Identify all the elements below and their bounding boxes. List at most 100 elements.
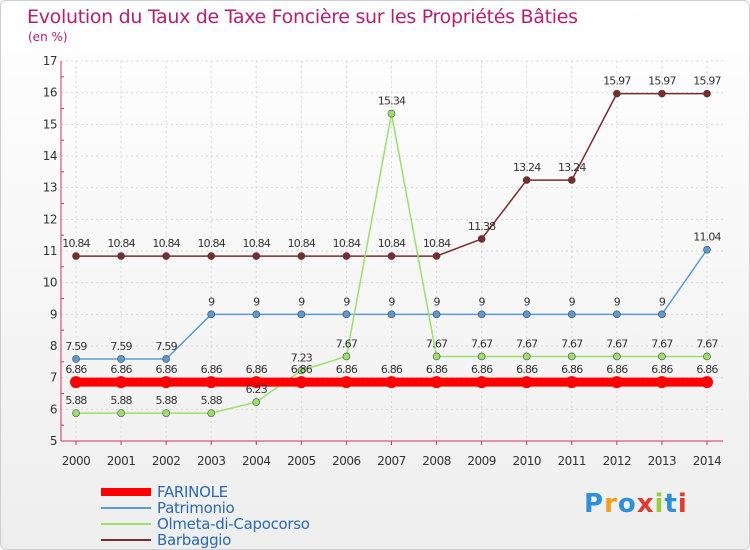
data-point [475, 376, 488, 389]
data-point [340, 376, 353, 389]
x-tick-label: 2002 [152, 454, 181, 468]
data-label: 5.88 [65, 394, 87, 407]
legend-item-farinole: FARINOLE [101, 483, 361, 501]
data-point [72, 409, 80, 417]
data-label: 9 [524, 295, 531, 308]
data-point [565, 376, 578, 389]
data-label: 7.59 [65, 340, 87, 353]
data-label: 9 [208, 295, 215, 308]
y-tick-label: 7 [50, 371, 57, 385]
data-label: 6.86 [65, 363, 87, 376]
data-label: 9 [479, 295, 486, 308]
data-label: 10.84 [197, 237, 225, 250]
legend-item-olmeta: Olmeta-di-Capocorso [101, 515, 361, 533]
data-label: 5.88 [201, 394, 223, 407]
y-tick-label: 15 [43, 117, 57, 131]
data-point [252, 252, 261, 260]
data-point [252, 310, 261, 319]
data-label: 6.86 [561, 363, 583, 376]
data-point [703, 245, 711, 254]
legend-label-patrimonio: Patrimonio [157, 499, 235, 517]
legend-label-barbaggio: Barbaggio [157, 531, 232, 549]
chart-title: Evolution du Taux de Taxe Foncière sur l… [27, 6, 578, 28]
data-point [387, 310, 396, 319]
data-label: 13.24 [513, 161, 541, 174]
data-point [613, 89, 621, 98]
data-label: 13.24 [558, 161, 586, 174]
data-label: 9 [614, 295, 621, 308]
data-label: 7.67 [336, 337, 358, 350]
legend-item-barbaggio: Barbaggio [101, 531, 361, 549]
data-point [252, 398, 261, 406]
data-point [72, 252, 80, 260]
x-tick-label: 2011 [558, 454, 587, 468]
data-label: 7.59 [110, 340, 132, 353]
y-axis-unit: (en %) [28, 30, 68, 44]
data-label: 6.23 [246, 383, 268, 396]
data-point [432, 252, 441, 260]
data-label: 6.86 [110, 363, 132, 376]
data-label: 15.97 [693, 75, 721, 88]
legend-swatch-olmeta [101, 523, 151, 525]
logo-letter: o [617, 489, 637, 519]
data-label: 9 [298, 295, 305, 308]
data-point [162, 355, 170, 363]
data-point [432, 352, 441, 361]
data-label: 9 [569, 295, 576, 308]
data-label: 6.86 [651, 363, 673, 376]
x-tick-label: 2004 [242, 454, 271, 468]
data-point [117, 355, 125, 363]
y-tick-label: 12 [43, 212, 57, 226]
x-tick-label: 2005 [287, 454, 316, 468]
data-label: 15.97 [648, 75, 676, 88]
data-label: 5.88 [155, 394, 177, 407]
data-point [342, 352, 351, 361]
y-tick-label: 14 [43, 149, 57, 163]
data-label: 10.84 [333, 237, 361, 250]
data-label: 11.38 [468, 220, 496, 233]
legend-label-olmeta: Olmeta-di-Capocorso [157, 515, 310, 533]
data-label: 6.86 [426, 363, 448, 376]
data-label: 10.84 [288, 237, 316, 250]
data-label: 7.67 [606, 337, 628, 350]
data-point [207, 409, 216, 417]
data-label: 10.84 [62, 237, 90, 250]
y-tick-label: 6 [50, 402, 57, 416]
data-point [250, 376, 263, 389]
data-point [162, 409, 170, 417]
data-point [72, 355, 80, 363]
data-point [655, 376, 668, 389]
data-label: 6.86 [201, 363, 223, 376]
legend-swatch-barbaggio [101, 539, 151, 541]
data-point [658, 89, 666, 98]
data-point [70, 376, 82, 389]
logo-letter: t [664, 489, 678, 519]
data-point [522, 176, 531, 184]
data-label: 6.86 [336, 363, 358, 376]
legend-label-farinole: FARINOLE [157, 483, 228, 501]
data-label: 6.86 [381, 363, 403, 376]
data-label: 6.86 [246, 363, 268, 376]
data-label: 9 [253, 295, 260, 308]
y-tick-label: 16 [43, 86, 57, 100]
x-tick-label: 2001 [107, 454, 136, 468]
y-tick-label: 5 [50, 434, 57, 448]
data-label: 7.59 [155, 340, 177, 353]
data-label: 10.84 [378, 237, 406, 250]
x-tick-label: 2009 [467, 454, 496, 468]
data-point [567, 352, 576, 361]
logo-letter: i [677, 489, 688, 519]
data-point [297, 310, 306, 319]
x-tick-label: 2014 [693, 454, 722, 468]
data-label: 11.04 [693, 231, 721, 244]
data-point [567, 176, 576, 184]
x-tick-label: 2008 [422, 454, 451, 468]
data-label: 10.84 [107, 237, 135, 250]
data-label: 6.86 [291, 363, 313, 376]
data-point [205, 376, 218, 389]
legend-swatch-farinole [101, 488, 151, 496]
data-point [117, 409, 125, 417]
data-point [477, 235, 486, 243]
